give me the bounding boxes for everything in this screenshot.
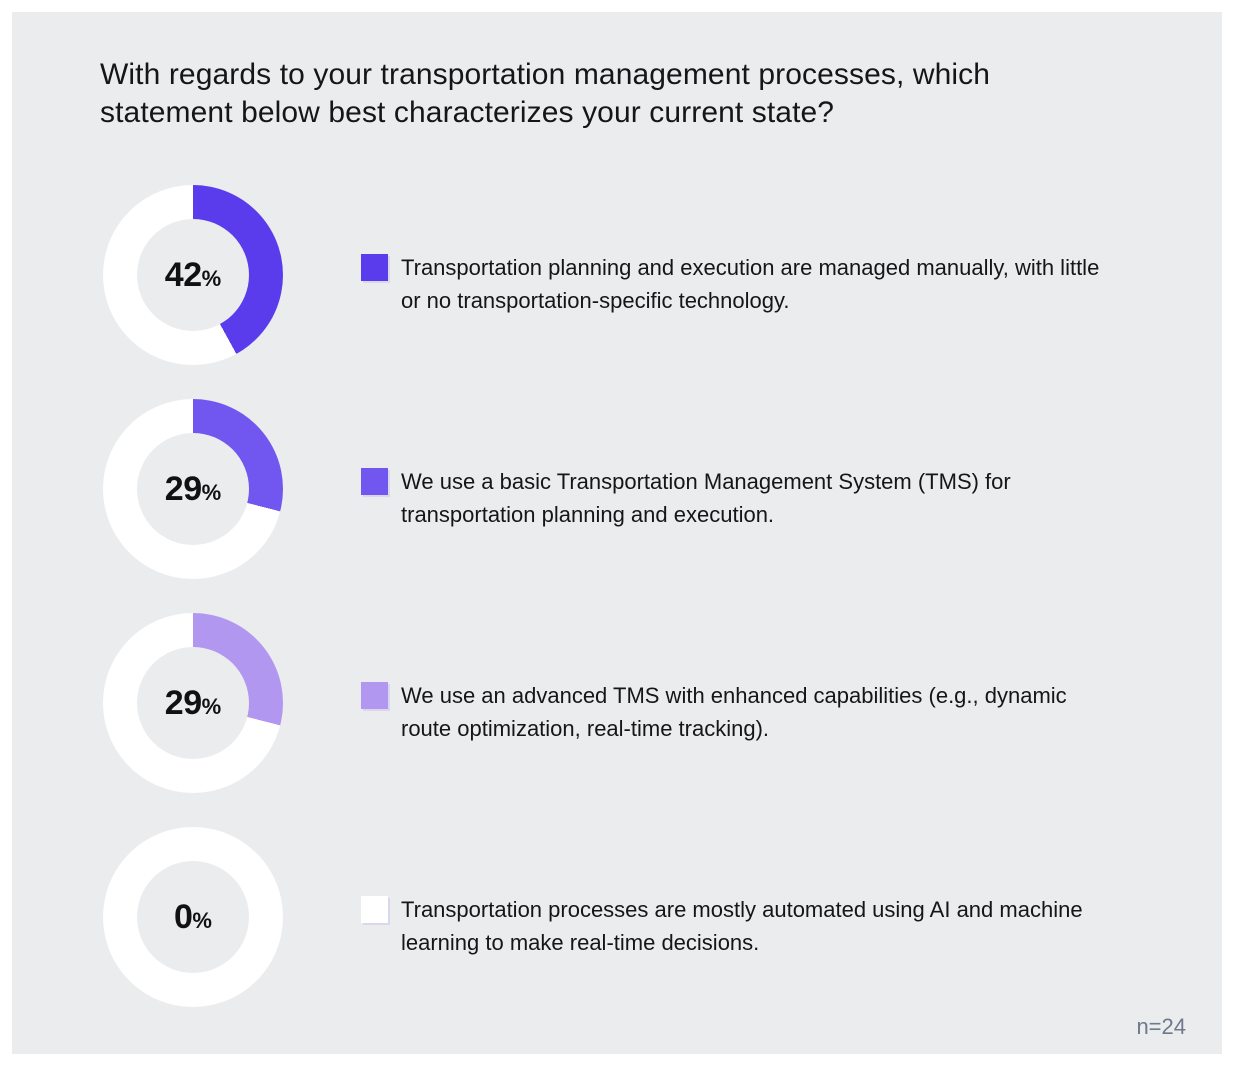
donut-chart-1: 42%	[103, 185, 283, 365]
survey-rows: 42% Transportation planning and executio…	[103, 185, 1121, 1007]
legend-swatch	[361, 254, 388, 281]
percent-value: 29	[164, 683, 202, 722]
survey-row-3: 29% We use an advanced TMS with enhanced…	[103, 613, 1121, 793]
survey-row-1: 42% Transportation planning and executio…	[103, 185, 1121, 365]
legend-label: We use an advanced TMS with enhanced cap…	[401, 683, 1067, 741]
legend-swatch	[361, 468, 388, 495]
donut-chart-4: 0%	[103, 827, 283, 1007]
legend-swatch	[361, 896, 388, 923]
legend-item-3: We use an advanced TMS with enhanced cap…	[361, 679, 1121, 745]
sample-size-note: n=24	[1136, 1014, 1186, 1039]
percent-unit: %	[192, 907, 212, 933]
percent-value: 42	[164, 255, 202, 294]
chart-title: With regards to your transportation mana…	[100, 58, 991, 129]
chart-panel: With regards to your transportation mana…	[12, 12, 1222, 1054]
percent-label: 0%	[174, 898, 212, 937]
legend-swatch	[361, 682, 388, 709]
percent-unit: %	[201, 479, 222, 505]
percent-value: 0	[174, 897, 193, 936]
donut-hole: 29%	[137, 647, 249, 759]
percent-value: 29	[164, 469, 202, 508]
donut-hole: 29%	[137, 433, 249, 545]
legend-item-1: Transportation planning and execution ar…	[361, 251, 1121, 317]
survey-row-2: 29% We use a basic Transportation Manage…	[103, 399, 1121, 579]
legend-label: Transportation processes are mostly auto…	[401, 897, 1083, 955]
legend-label: We use a basic Transportation Management…	[401, 469, 1011, 527]
donut-chart-3: 29%	[103, 613, 283, 793]
legend-item-4: Transportation processes are mostly auto…	[361, 893, 1121, 959]
legend-label: Transportation planning and execution ar…	[401, 255, 1100, 313]
donut-hole: 0%	[137, 861, 249, 973]
donut-chart-2: 29%	[103, 399, 283, 579]
donut-hole: 42%	[137, 219, 249, 331]
percent-unit: %	[201, 693, 222, 719]
survey-row-4: 0% Transportation processes are mostly a…	[103, 827, 1121, 1007]
percent-unit: %	[201, 265, 222, 291]
legend-item-2: We use a basic Transportation Management…	[361, 465, 1121, 531]
percent-label: 42%	[165, 256, 221, 295]
percent-label: 29%	[165, 684, 221, 723]
percent-label: 29%	[165, 470, 221, 509]
